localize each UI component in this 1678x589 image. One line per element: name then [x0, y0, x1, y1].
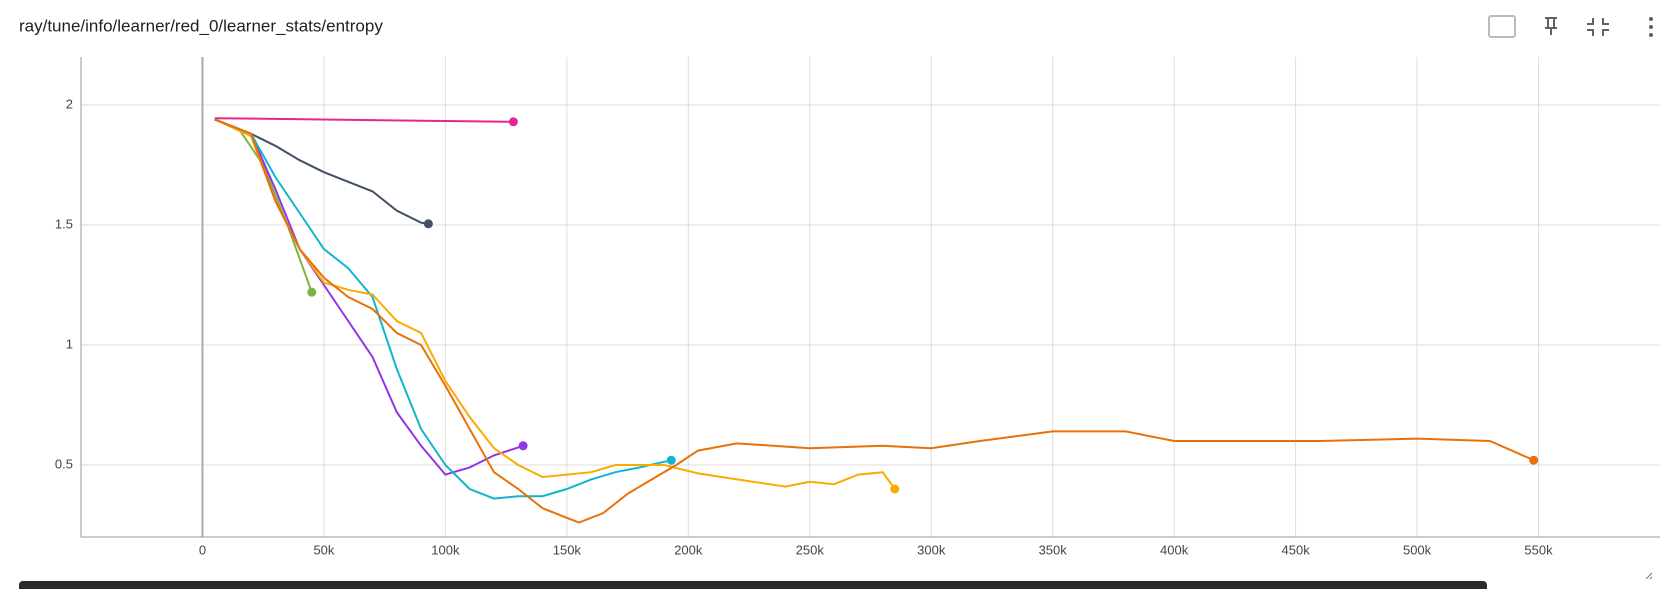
scrollbar [19, 581, 1487, 589]
x-tick-label: 450k [1282, 542, 1311, 557]
collapse-button[interactable] [1587, 18, 1609, 36]
x-tick-label: 350k [1039, 542, 1068, 557]
end-point [890, 484, 900, 494]
resize-handle [1645, 572, 1653, 580]
series-line [214, 118, 429, 225]
series-line [214, 118, 524, 476]
x-tick-label: 150k [553, 542, 582, 557]
series-line [214, 118, 896, 490]
end-point [307, 287, 317, 297]
end-point [508, 117, 518, 127]
end-point [423, 219, 433, 229]
x-tick-label: 400k [1160, 542, 1189, 557]
x-tick-label: 100k [431, 542, 460, 557]
series-line [214, 117, 514, 123]
series-line [214, 118, 1535, 524]
x-tick-label: 200k [674, 542, 703, 557]
series-line [214, 118, 672, 500]
x-tick-label: 0 [199, 542, 206, 557]
series-line [214, 118, 313, 293]
x-tick-label: 550k [1524, 542, 1553, 557]
toolbar [1488, 15, 1653, 38]
y-tick-label: 2 [66, 96, 73, 111]
chart-title: ray/tune/info/learner/red_0/learner_stat… [19, 16, 383, 35]
y-tick-label: 1.5 [55, 216, 73, 231]
menu-button[interactable] [1649, 17, 1653, 37]
x-tick-label: 300k [917, 542, 946, 557]
y-tick-label: 1 [66, 336, 73, 351]
end-point [666, 455, 676, 465]
end-point [1529, 455, 1539, 465]
pin-button[interactable] [1545, 17, 1557, 35]
fit-domain-button[interactable] [1488, 15, 1516, 38]
end-point [518, 441, 528, 451]
x-tick-label: 250k [796, 542, 825, 557]
y-tick-label: 0.5 [55, 456, 73, 471]
x-tick-label: 50k [313, 542, 334, 557]
x-tick-label: 500k [1403, 542, 1432, 557]
